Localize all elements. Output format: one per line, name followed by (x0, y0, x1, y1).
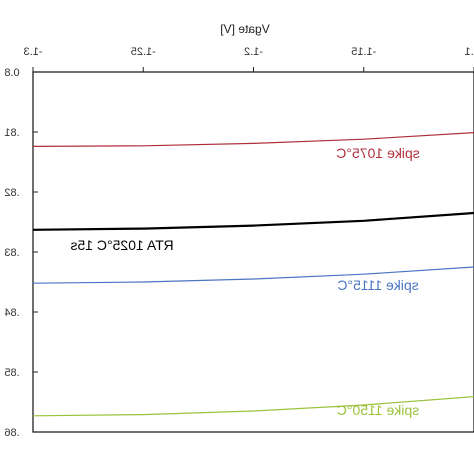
series-label-4: spike 1150°C (337, 402, 419, 418)
y-tick-label: .86 (4, 427, 19, 439)
y-tick-label: .85 (4, 367, 19, 379)
y-tick-label: 0.8 (4, 67, 19, 79)
series-label-2: RTA 1025°C 15s (70, 237, 173, 253)
x-tick-label: -1.1 (465, 46, 474, 58)
series-label-3: spike 1115°C (337, 277, 418, 293)
series-line-1 (32, 132, 474, 147)
series-line-2 (32, 211, 474, 231)
x-tick-label: -1.15 (351, 46, 376, 58)
series-line-3 (32, 266, 474, 284)
series-label-1: spike 1075°C (336, 145, 419, 161)
x-tick-label: -1.3 (24, 46, 43, 58)
x-tick-label: -1.25 (131, 46, 156, 58)
y-tick-label: .81 (4, 127, 19, 139)
y-tick-label: .84 (4, 307, 19, 319)
series-layer: spike 1075°C RTA 1025°C 15s spike 1115°C sp… (32, 132, 474, 418)
x-tick-label: -1.2 (244, 46, 263, 58)
x-axis-title: Vgate [V] (220, 22, 269, 36)
series-line-4 (32, 396, 474, 417)
y-tick-label: .82 (4, 187, 19, 199)
y-axis-ticks: 0.8 .81 .82 .83 .84 .85 .86 (4, 67, 38, 439)
y-tick-label: .83 (4, 247, 19, 259)
x-axis-ticks: -1.3 -1.25 -1.2 -1.15 -1.1 (24, 46, 474, 72)
